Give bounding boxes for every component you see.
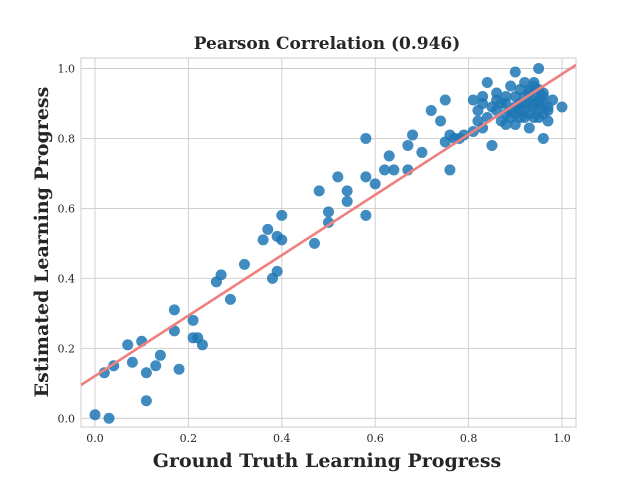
data-point — [537, 132, 549, 144]
data-point — [276, 234, 288, 246]
x-tick-label: 0.4 — [273, 432, 291, 445]
data-point — [477, 122, 489, 134]
data-point — [168, 325, 180, 337]
chart-title: Pearson Correlation (0.946) — [194, 34, 461, 54]
data-point — [509, 66, 521, 78]
data-point — [556, 101, 568, 113]
y-tick-label: 0.0 — [58, 412, 76, 425]
data-point — [196, 339, 208, 351]
data-point — [308, 237, 320, 249]
data-point — [150, 360, 162, 372]
data-point — [407, 129, 419, 141]
data-point — [477, 97, 489, 109]
data-point — [323, 206, 334, 218]
data-point — [542, 104, 554, 116]
plot-area-frame — [80, 57, 577, 428]
data-point — [542, 115, 554, 127]
data-point — [467, 94, 479, 106]
data-point — [360, 132, 372, 144]
data-point — [323, 216, 334, 228]
data-point — [435, 115, 447, 127]
data-point — [98, 367, 110, 379]
x-tick-label: 0.0 — [86, 432, 104, 445]
data-point — [481, 76, 493, 88]
data-point — [89, 409, 101, 421]
data-point — [262, 223, 274, 235]
data-point — [439, 94, 451, 106]
y-tick-label: 0.2 — [58, 342, 76, 355]
x-tick-label: 0.8 — [460, 432, 478, 445]
data-point — [103, 412, 115, 424]
y-tick-label: 0.6 — [58, 202, 76, 215]
data-point — [369, 178, 381, 190]
data-point — [388, 164, 400, 176]
data-point — [514, 83, 526, 95]
data-point — [276, 209, 288, 221]
data-point — [444, 164, 456, 176]
data-points — [89, 62, 568, 424]
data-point — [425, 104, 437, 116]
data-point — [523, 122, 535, 134]
x-axis-label: Ground Truth Learning Progress — [153, 450, 502, 472]
data-point — [528, 80, 540, 92]
data-point — [140, 367, 152, 379]
data-point — [224, 293, 236, 305]
data-point — [533, 111, 545, 123]
data-point — [122, 339, 134, 351]
x-tick-label: 1.0 — [553, 432, 571, 445]
data-point — [402, 139, 414, 151]
y-tick-label: 0.8 — [58, 132, 76, 145]
data-point — [257, 234, 269, 246]
data-point — [383, 150, 395, 162]
data-point — [360, 171, 372, 183]
data-point — [500, 97, 512, 109]
data-point — [126, 356, 138, 368]
data-point — [533, 97, 545, 109]
data-point — [360, 209, 372, 221]
data-point — [491, 87, 503, 99]
data-point — [416, 146, 428, 158]
data-point — [514, 104, 526, 116]
y-tick-label: 0.4 — [58, 272, 76, 285]
data-point — [140, 395, 152, 407]
regression-line — [80, 63, 577, 387]
data-point — [215, 269, 227, 281]
data-point — [505, 80, 517, 92]
data-point — [341, 185, 353, 197]
data-point — [168, 304, 180, 316]
data-point — [341, 195, 353, 207]
data-point — [154, 349, 166, 361]
data-point — [332, 171, 344, 183]
data-point — [547, 94, 559, 106]
data-point — [271, 265, 283, 277]
y-axis-label: Estimated Learning Progress — [31, 87, 53, 398]
data-point — [486, 139, 498, 151]
x-tick-labels: 0.0 0.2 0.4 0.6 0.8 1.0 — [86, 432, 570, 445]
data-point — [173, 363, 185, 375]
x-tick-label: 0.6 — [366, 432, 384, 445]
data-point — [187, 314, 199, 326]
data-point — [379, 164, 391, 176]
y-tick-label: 1.0 — [58, 62, 76, 75]
data-point — [533, 62, 545, 74]
grid — [81, 58, 576, 427]
data-point — [313, 185, 325, 197]
data-point — [238, 258, 250, 270]
y-tick-labels: 0.0 0.2 0.4 0.6 0.8 1.0 — [58, 62, 76, 425]
x-tick-label: 0.2 — [180, 432, 198, 445]
